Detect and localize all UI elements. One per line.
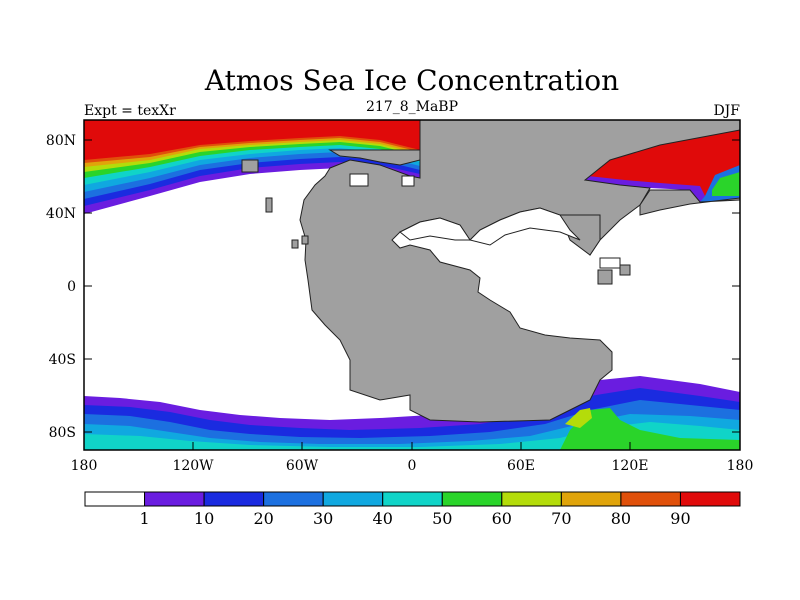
colorbar-swatch [620,491,681,507]
y-tick-label: 0 [67,279,76,295]
x-tick-label: 180 [71,458,98,474]
colorbar-label: 90 [670,509,690,528]
colorbar-swatch [84,491,146,507]
y-tick-label: 40N [46,206,76,222]
colorbar-swatch [144,491,205,507]
map-title: Atmos Sea Ice Concentration [204,64,619,97]
x-tick-label: 120E [612,458,649,474]
colorbar-swatch [679,491,741,507]
colorbar-label: 1 [139,509,149,528]
x-axis [83,442,741,450]
colorbar-label: 80 [611,509,631,528]
y-tick-label: 80N [46,133,76,149]
arctic-ice-east [585,128,740,202]
season-label: DJF [713,103,740,119]
colorbar: 1 10 20 30 40 50 60 70 80 90 [84,491,741,528]
x-tick-label: 120W [172,458,214,474]
colorbar-label: 20 [253,509,273,528]
x-tick-label: 180 [727,458,754,474]
y-axis [84,139,740,433]
age-label: 217_8_MaBP [366,99,458,115]
colorbar-swatch [263,491,324,507]
colorbar-label: 10 [194,509,214,528]
colorbar-label: 40 [373,509,393,528]
colorbar-swatch [322,491,384,507]
colorbar-swatch [441,491,503,507]
colorbar-label: 60 [492,509,512,528]
colorbar-swatch [382,491,443,507]
y-tick-label: 80S [49,425,76,441]
colorbar-swatch [203,491,265,507]
colorbar-label: 70 [551,509,571,528]
x-tick-label: 0 [408,458,417,474]
land-masses [241,120,740,423]
map-body [84,120,740,450]
colorbar-swatch [560,491,622,507]
x-tick-label: 60W [286,458,319,474]
inland-seas [349,173,621,269]
experiment-label: Expt = texXr [84,103,176,119]
colorbar-label: 30 [313,509,333,528]
y-tick-label: 40S [49,352,76,368]
colorbar-swatch [501,491,562,507]
x-tick-label: 60E [507,458,535,474]
colorbar-label: 50 [432,509,452,528]
